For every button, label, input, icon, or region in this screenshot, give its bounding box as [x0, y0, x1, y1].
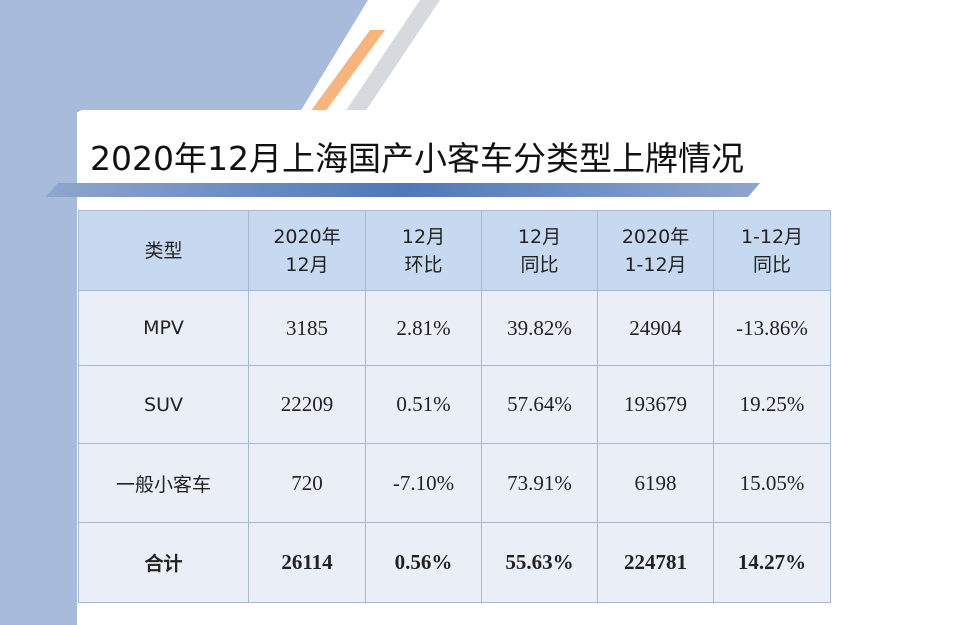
cell: 57.64%: [481, 365, 598, 444]
title: 2020年12月上海国产小客车分类型上牌情况: [90, 139, 744, 178]
cell: 24904: [597, 290, 714, 366]
cell: 15.05%: [713, 443, 831, 523]
row-label: 合计: [78, 522, 249, 603]
header-text: 2020年: [621, 225, 690, 248]
total-row: 合计 26114 0.56% 55.63% 224781 14.27%: [78, 522, 831, 603]
cell: 26114: [248, 522, 366, 603]
cell: 14.27%: [713, 522, 831, 603]
header-cell: 12月环比: [365, 210, 482, 291]
cell: 6198: [597, 443, 714, 523]
header-cell: 2020年 1-12月: [597, 210, 714, 291]
header-cell: 2020年 12月: [248, 210, 366, 291]
header-text: 12月: [285, 253, 329, 276]
gray-stripe: [345, 0, 440, 112]
cell: 19.25%: [713, 365, 831, 444]
data-row: SUV 22209 0.51% 57.64% 193679 19.25%: [78, 365, 831, 444]
header-text: 12月: [517, 225, 562, 248]
cell: 2.81%: [365, 290, 482, 366]
cell: 3185: [248, 290, 366, 366]
cell: 39.82%: [481, 290, 598, 366]
header-text: 12月: [401, 225, 446, 248]
header-text: 类型: [144, 239, 183, 262]
cell: 720: [248, 443, 366, 523]
cell: 0.51%: [365, 365, 482, 444]
data-row: MPV 3185 2.81% 39.82% 24904 -13.86%: [78, 290, 831, 366]
cell: 0.56%: [365, 522, 482, 603]
cell: 22209: [248, 365, 366, 444]
header-cell: 12月同比: [481, 210, 598, 291]
cell: 55.63%: [481, 522, 598, 603]
orange-stripe: [310, 30, 385, 112]
cell: 73.91%: [481, 443, 598, 523]
header-text: 同比: [752, 253, 791, 276]
cell: 193679: [597, 365, 714, 444]
header-cell: 1-12月同比: [713, 210, 831, 291]
header-text: 1-12月: [624, 253, 687, 276]
row-label: 一般小客车: [78, 443, 249, 523]
title-underline: [45, 183, 760, 197]
blue-panel: [0, 0, 368, 625]
header-text: 1-12月: [740, 225, 804, 248]
data-table: 类型 2020年 12月 12月 环比 12月 同比 2020年 1-12月 1-12月 同比 MPV…: [78, 210, 831, 603]
cell: 224781: [597, 522, 714, 603]
header-text: 2020年: [273, 225, 341, 248]
header-row: 类型 2020年 12月 12月 环比 12月 同比 2020年 1-12月 1-12月 同比: [78, 210, 831, 291]
header-text: 同比: [520, 253, 559, 276]
data-row: 一般小客车 720 -7.10% 73.91% 6198 15.05%: [78, 443, 831, 523]
row-label: SUV: [78, 365, 249, 444]
cell: -13.86%: [713, 290, 831, 366]
cell: -7.10%: [365, 443, 482, 523]
row-label: MPV: [78, 290, 249, 366]
header-cell: 类型: [78, 210, 249, 291]
header-text: 环比: [404, 253, 443, 276]
